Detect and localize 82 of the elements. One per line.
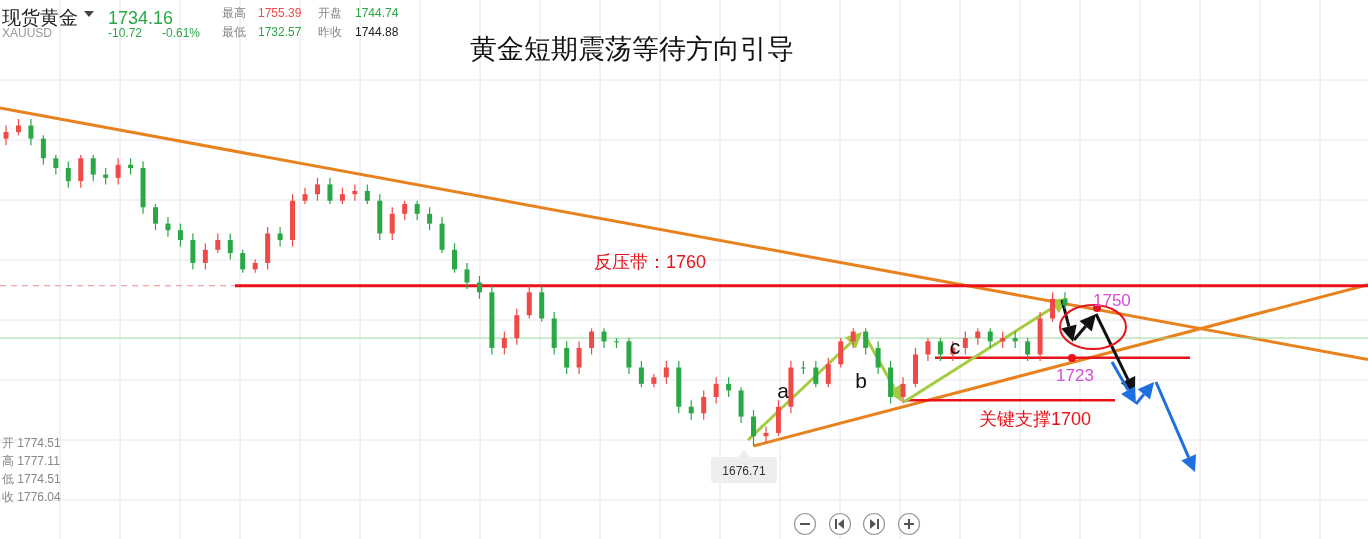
- candlestick: [202, 242, 208, 271]
- candlestick: [28, 118, 34, 146]
- candlestick: [215, 232, 221, 254]
- candlestick: [962, 330, 968, 356]
- candlestick: [153, 203, 159, 231]
- annotation: b: [855, 369, 867, 392]
- candlestick: [90, 154, 96, 182]
- candlestick: [464, 262, 470, 290]
- text: 高 1777.11: [2, 454, 61, 468]
- candlestick: [564, 340, 570, 375]
- candlestick: [414, 200, 420, 221]
- candlestick: [53, 154, 59, 176]
- candlestick: [302, 187, 308, 205]
- text: 1744.74: [355, 6, 399, 20]
- text: -10.72: [108, 26, 143, 40]
- candlestick: [576, 340, 582, 375]
- candlestick: [763, 425, 769, 444]
- annotation: 开 1774.51: [2, 436, 62, 450]
- candlestick: [713, 376, 719, 405]
- candlestick: [838, 337, 844, 369]
- candlestick: [389, 206, 395, 241]
- text: 1744.88: [355, 25, 399, 39]
- text: 1750: [1093, 291, 1131, 310]
- candlestick: [875, 340, 881, 375]
- candlestick: [115, 157, 121, 185]
- candlestick: [601, 327, 607, 349]
- candlestick: [40, 134, 46, 166]
- annotation: a: [777, 379, 790, 402]
- candlestick: [65, 160, 71, 189]
- candlestick: [514, 308, 520, 346]
- ref-line-label: 反压带：1760: [593, 252, 707, 272]
- candlestick: [364, 183, 370, 205]
- candlestick: [402, 200, 408, 221]
- candlestick: [3, 124, 9, 146]
- candlestick: [165, 216, 171, 238]
- candlestick: [937, 337, 943, 362]
- annotation: 1723: [1056, 366, 1094, 385]
- ref-line-label: 关键支撑1700: [978, 409, 1092, 429]
- candlestick: [925, 337, 931, 362]
- candlestick: [1025, 337, 1031, 362]
- candlestick: [900, 376, 906, 405]
- text: 1676.71: [722, 464, 767, 478]
- text: -0.61%: [162, 26, 201, 40]
- candlestick: [227, 232, 233, 261]
- text: 昨收: [318, 25, 342, 39]
- text: 低 1774.51: [2, 472, 62, 486]
- candlestick: [240, 249, 246, 274]
- candlestick: [663, 360, 669, 385]
- candlestick: [850, 327, 856, 349]
- candlestick: [78, 154, 84, 189]
- chart-title: 黄金短期震荡等待方向引导: [470, 34, 794, 64]
- candlestick: [526, 285, 532, 320]
- candlestick: [452, 242, 458, 274]
- candlestick: [501, 330, 507, 356]
- candlestick: [177, 223, 183, 248]
- text: 收 1776.04: [2, 490, 62, 504]
- candlestick: [277, 226, 283, 248]
- text: 1732.57: [258, 25, 302, 39]
- candlestick: [863, 327, 869, 356]
- candlestick: [427, 206, 433, 231]
- text: 1734.16: [108, 8, 174, 28]
- candlestick: [825, 357, 831, 388]
- candlestick: [813, 360, 819, 388]
- candlestick: [1050, 291, 1056, 323]
- text: 现货黄金: [2, 7, 78, 28]
- candlestick: [688, 399, 694, 421]
- candlestick: [751, 409, 757, 447]
- candlestick: [701, 389, 707, 421]
- candlestick: [987, 327, 993, 349]
- text: 开盘: [318, 6, 342, 20]
- text: 最低: [222, 25, 246, 39]
- candlestick: [589, 327, 595, 356]
- candlestick: [638, 360, 644, 388]
- text: 1755.39: [258, 6, 302, 20]
- annotation: c: [949, 335, 961, 358]
- candlestick: [726, 376, 732, 398]
- candlestick: [314, 177, 320, 202]
- candlestick: [190, 232, 196, 271]
- text: 最高: [222, 6, 246, 20]
- text: XAUUSD: [2, 26, 53, 40]
- candlestick: [327, 177, 333, 205]
- candlestick: [476, 275, 482, 300]
